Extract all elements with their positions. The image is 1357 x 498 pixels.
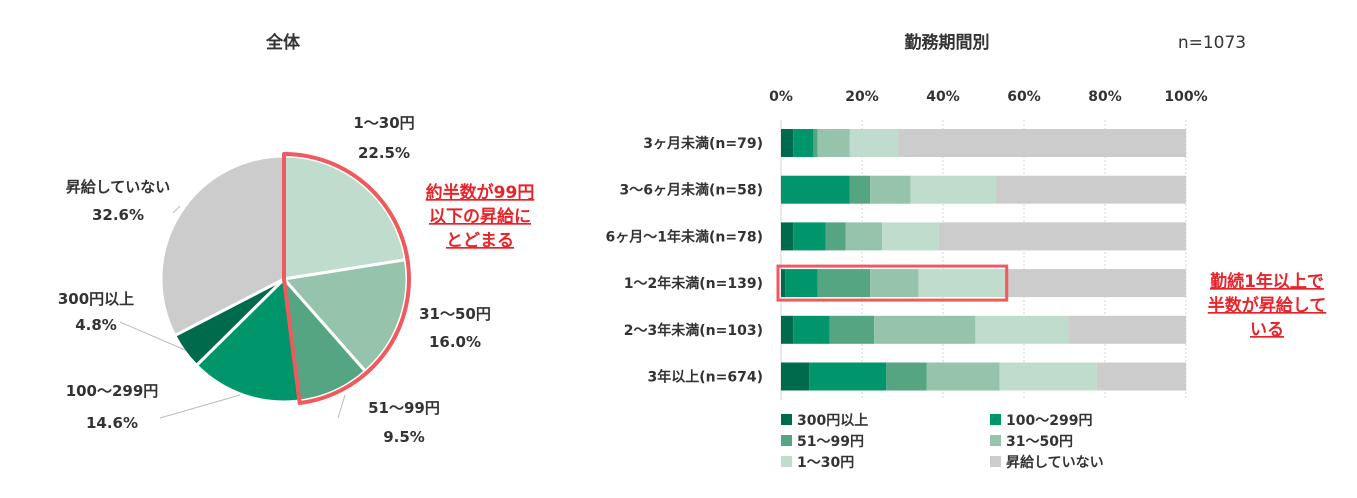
bar-segment-5-2 [886, 362, 927, 391]
bar-segment-3-1 [785, 269, 818, 298]
category-label-5: 3年以上(n=674) [648, 369, 763, 386]
pie-value-3: 14.6% [86, 414, 138, 432]
bar-gridlines [780, 120, 1187, 400]
bar-segment-0-0 [781, 129, 794, 157]
x-tick-5: 100% [1164, 89, 1207, 105]
bar-segment-4-2 [829, 315, 875, 344]
legend-label-2: 51～99円 [797, 434, 864, 450]
bar-segment-3-0 [781, 269, 786, 298]
bar-highlight-box [776, 264, 1009, 302]
bar-segment-0-1 [793, 129, 814, 157]
pie-leader-line-3 [159, 394, 241, 419]
pie-leader-line-5 [172, 205, 181, 214]
pie-slice-3 [194, 275, 302, 404]
pie-label-0: 1～30円 [353, 114, 414, 132]
bar-segment-0-5 [898, 129, 1186, 157]
pie-label-3: 100～299円 [66, 382, 159, 400]
bar-segment-2-4 [882, 222, 939, 251]
legend-swatch-0 [781, 414, 792, 425]
bar-segment-1-1 [781, 175, 850, 204]
legend: 300円以上 100～299円 51～99円 31～50円 1～30円 昇給していない [781, 413, 1104, 471]
x-tick-0: 0% [769, 89, 793, 105]
x-tick-4: 80% [1088, 89, 1122, 105]
bar-segment-5-0 [781, 362, 810, 391]
pie-label-1: 31～50円 [419, 305, 491, 323]
pie-value-5: 32.6% [92, 206, 144, 224]
legend-label-3: 31～50円 [1006, 434, 1073, 450]
legend-label-1: 100～299円 [1006, 413, 1092, 429]
stacked-bar-chart [776, 129, 1186, 391]
bar-segment-4-3 [874, 315, 976, 344]
bar-segment-1-4 [910, 175, 996, 204]
pie-value-2: 9.5% [383, 428, 425, 446]
bar-segment-4-5 [1068, 315, 1186, 344]
pie-title: 全体 [265, 32, 301, 53]
pie-slice-5 [159, 154, 286, 338]
pie-annotation-line-3: とどまる [446, 231, 514, 251]
bar-segment-4-1 [793, 315, 830, 344]
bar-segment-5-3 [926, 362, 1000, 391]
legend-swatch-4 [781, 456, 792, 467]
sample-size-note: n=1073 [1178, 33, 1246, 53]
bar-segment-4-0 [781, 315, 794, 344]
bar-segment-1-2 [849, 175, 871, 204]
pie-label-2: 51～99円 [368, 399, 440, 417]
bar-annotation-line-1: 勤続1年以上で [1210, 271, 1324, 292]
bar-segment-2-3 [845, 222, 883, 251]
bar-segment-2-5 [938, 222, 1186, 251]
pie-labels: 1～30円 22.5% 31～50円 16.0% 51～99円 9.5% 100～299円 1… [58, 114, 491, 446]
legend-label-4: 1～30円 [797, 455, 854, 471]
bar-segment-1-3 [870, 175, 911, 204]
pie-value-0: 22.5% [358, 144, 410, 162]
bar-x-ticks: 0% 20% 40% 60% 80% 100% [769, 89, 1208, 105]
category-label-0: 3ヶ月未満(n=79) [643, 135, 763, 152]
bar-category-labels: 3ヶ月未満(n=79) 3～6ヶ月未満(n=58) 6ヶ月～1年未満(n=78) 1～… [606, 135, 763, 386]
pie-label-4: 300円以上 [58, 290, 134, 308]
bar-segment-4-4 [975, 315, 1069, 344]
x-tick-3: 60% [1007, 89, 1041, 105]
pie-leader-line-4 [119, 321, 186, 351]
bar-segment-2-0 [781, 222, 794, 251]
category-label-3: 1～2年未満(n=139) [624, 275, 763, 292]
category-label-2: 6ヶ月～1年未満(n=78) [606, 228, 763, 245]
bar-title: 勤務期間別 [905, 32, 990, 53]
bar-segment-0-2 [813, 129, 818, 157]
legend-swatch-1 [990, 414, 1001, 425]
legend-swatch-5 [990, 456, 1001, 467]
bar-segment-3-3 [870, 269, 919, 298]
pie-slice-1 [281, 258, 409, 374]
pie-value-4: 4.8% [75, 316, 117, 334]
legend-swatch-2 [781, 435, 792, 446]
legend-swatch-3 [990, 435, 1001, 446]
bar-segment-3-2 [817, 269, 871, 298]
bar-segment-0-4 [849, 129, 899, 157]
bar-segment-5-1 [809, 362, 887, 391]
x-tick-2: 40% [926, 89, 960, 105]
pie-annotation-line-1: 約半数が99円 [426, 182, 535, 203]
bar-segment-3-5 [1003, 269, 1186, 298]
bar-annotation-line-3: いる [1250, 320, 1284, 340]
legend-label-0: 300円以上 [797, 413, 868, 429]
bar-segment-0-3 [817, 129, 850, 157]
pie-value-1: 16.0% [429, 333, 481, 351]
bar-segment-5-4 [999, 362, 1097, 391]
bar-segment-3-4 [918, 269, 1004, 298]
pie-label-5: 昇給していない [66, 178, 171, 196]
bar-segment-5-5 [1096, 362, 1186, 391]
legend-label-5: 昇給していない [1006, 454, 1104, 471]
bar-segment-1-5 [995, 175, 1186, 204]
x-tick-1: 20% [845, 89, 879, 105]
pie-chart [159, 152, 411, 406]
pie-leader-line-2 [337, 394, 346, 419]
category-label-1: 3～6ヶ月未満(n=58) [620, 182, 763, 199]
category-label-4: 2～3年未満(n=103) [624, 322, 763, 339]
pie-highlight-outline [282, 152, 411, 406]
pie-annotation-line-2: 以下の昇給に [429, 206, 531, 227]
bar-annotation-line-2: 半数が昇給して [1208, 295, 1327, 316]
bar-segment-2-2 [825, 222, 846, 251]
bar-segment-2-1 [793, 222, 826, 251]
pie-slice-0 [282, 154, 408, 281]
